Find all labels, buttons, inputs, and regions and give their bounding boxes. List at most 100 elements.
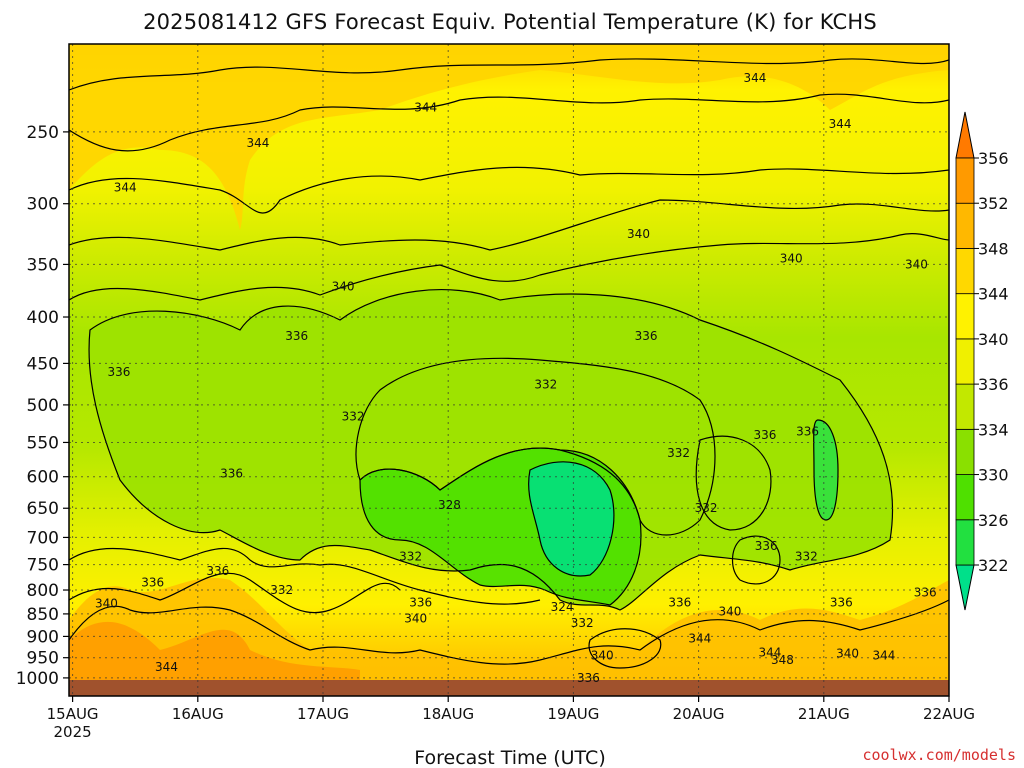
- colorbar-segment: [955, 338, 975, 385]
- colorbar-segment: [955, 157, 975, 204]
- contour-label: 332: [795, 550, 818, 564]
- colorbar-label: 344: [978, 285, 1009, 304]
- contour-label: 332: [534, 378, 557, 392]
- y-tick-label: 600: [27, 468, 59, 488]
- contour-label: 340: [780, 252, 803, 266]
- contour-label: 336: [755, 539, 778, 553]
- ground-band: [69, 680, 949, 696]
- colorbar-segment: [955, 293, 975, 340]
- colorbar-segment: [955, 428, 975, 475]
- x-tick-label: 22AUG: [923, 705, 975, 723]
- contour-label: 336: [409, 596, 432, 610]
- contour-label: 344: [246, 136, 269, 150]
- contour-label: 344: [759, 646, 782, 660]
- contour-label: 332: [695, 501, 718, 515]
- y-tick-label: 500: [27, 396, 59, 416]
- contour-label: 340: [332, 279, 355, 293]
- contour-label: 344: [743, 71, 766, 85]
- colorbar-label: 340: [978, 330, 1009, 349]
- contour-label: 324: [551, 600, 574, 614]
- colorbar-bottom-arrow: [955, 564, 975, 611]
- contour-label: 344: [414, 101, 437, 115]
- x-axis-title: Forecast Time (UTC): [414, 747, 605, 768]
- contour-label: 336: [220, 466, 243, 480]
- y-tick-label: 400: [27, 308, 59, 328]
- contour-label: 336: [577, 671, 600, 685]
- contour-label: 340: [404, 612, 427, 626]
- colorbar-segment: [955, 519, 975, 566]
- x-tick-label: 19AUG: [547, 705, 599, 723]
- contour-label: 348: [771, 653, 794, 667]
- x-tick-sublabel: 2025: [54, 723, 92, 741]
- colorbar-segment: [955, 202, 975, 249]
- contour-label: 336: [668, 596, 691, 610]
- colorbar-segment: [955, 248, 975, 295]
- colorbar-label: 326: [978, 511, 1009, 530]
- credit-text: coolwx.com/models: [862, 746, 1016, 764]
- contour-label: 340: [591, 649, 614, 663]
- y-tick-label: 450: [27, 354, 59, 374]
- colorbar-segment: [955, 474, 975, 521]
- contour-label: 340: [627, 227, 650, 241]
- contour-label: 332: [270, 583, 293, 597]
- colorbar-label: 356: [978, 149, 1009, 168]
- contour-label: 336: [285, 329, 308, 343]
- contour-label: 328: [438, 498, 461, 512]
- x-tick-label: 17AUG: [297, 705, 349, 723]
- colorbar-label: 352: [978, 194, 1009, 213]
- x-tick-label: 18AUG: [422, 705, 474, 723]
- colorbar-label: 330: [978, 466, 1009, 485]
- colorbar-label: 322: [978, 556, 1009, 575]
- chart-title: 2025081412 GFS Forecast Equiv. Potential…: [143, 10, 877, 34]
- contour-label: 336: [107, 365, 130, 379]
- contour-label: 344: [829, 117, 852, 131]
- y-tick-label: 950: [27, 649, 59, 669]
- contour-lines: [69, 58, 949, 669]
- contour-label: 340: [905, 257, 928, 271]
- contour-label: 340: [836, 647, 859, 661]
- contour-label: 344: [688, 632, 711, 646]
- plot-area: [69, 44, 949, 696]
- y-tick-label: 650: [27, 499, 59, 519]
- contour-label: 332: [571, 616, 594, 630]
- colorbar-label: 336: [978, 375, 1009, 394]
- contour-label: 336: [914, 585, 937, 599]
- y-tick-label: 850: [27, 605, 59, 625]
- contour-labels: 344 344 344 344 344 340 340 340 340 336 336 336 332 3…: [95, 71, 937, 685]
- colorbar-top-arrow: [955, 111, 975, 159]
- contour-label: 344: [872, 649, 895, 663]
- contour-label: 340: [95, 597, 118, 611]
- contour-label: 336: [754, 428, 777, 442]
- contour-label: 344: [155, 660, 178, 674]
- contour-label: 336: [796, 425, 819, 439]
- colorbar-label: 348: [978, 239, 1009, 258]
- contour-label: 332: [399, 550, 422, 564]
- contour-label: 336: [830, 596, 853, 610]
- contour-label: 332: [342, 410, 365, 424]
- y-tick-label: 900: [27, 627, 59, 647]
- y-tick-label: 350: [27, 255, 59, 275]
- warm-lower-region: [69, 577, 949, 680]
- colorbar-label: 334: [978, 420, 1009, 439]
- contour-label: 336: [635, 329, 658, 343]
- plot-border: [68, 43, 950, 697]
- x-tick-label: 15AUG: [47, 705, 99, 723]
- contour-label: 344: [114, 181, 137, 195]
- cool-column-21aug: [813, 420, 838, 520]
- grid-lines: [69, 44, 949, 696]
- y-tick-label: 700: [27, 528, 59, 548]
- y-tick-label: 800: [27, 581, 59, 601]
- contour-label: 332: [667, 446, 690, 460]
- green-mid-region: [89, 289, 893, 610]
- x-tick-label: 21AUG: [798, 705, 850, 723]
- contour-label: 336: [206, 564, 229, 578]
- y-tick-label: 250: [27, 123, 59, 143]
- x-tick-label: 16AUG: [172, 705, 224, 723]
- warm-upper-region: [69, 44, 949, 230]
- y-tick-label: 550: [27, 433, 59, 453]
- cool-core: [528, 461, 614, 576]
- x-tick-label: 20AUG: [673, 705, 725, 723]
- contour-label: 336: [141, 576, 164, 590]
